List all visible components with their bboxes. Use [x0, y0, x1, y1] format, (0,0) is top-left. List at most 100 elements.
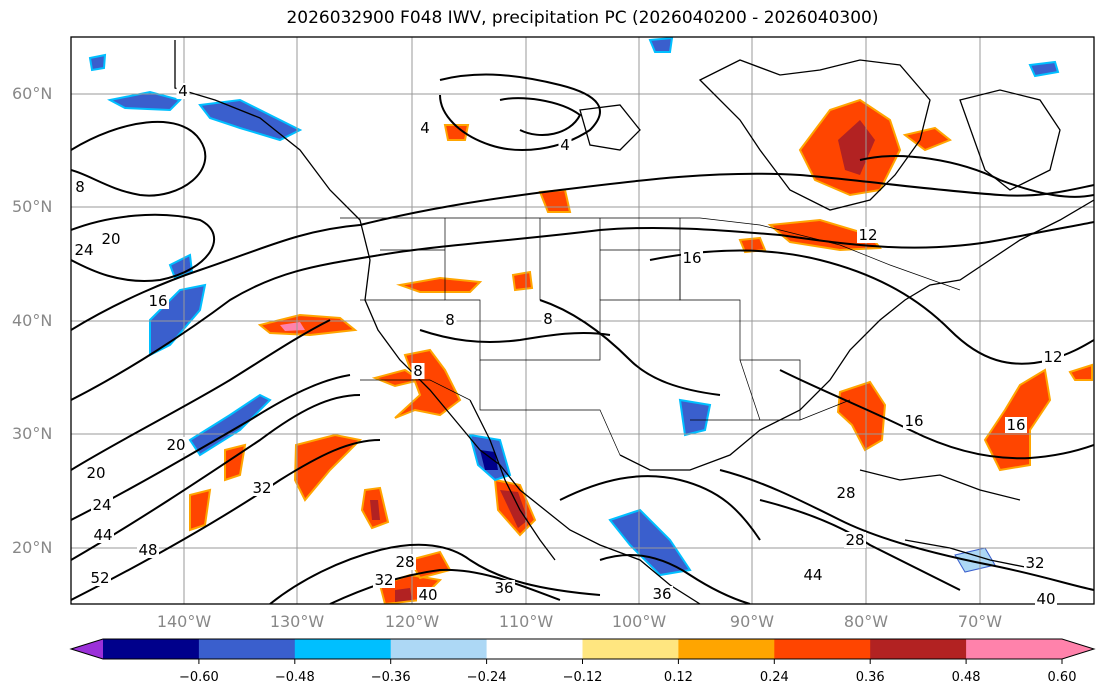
contour-label: 36: [652, 585, 671, 603]
colorbar-segment: [582, 639, 679, 659]
colorbar-segment: [103, 639, 200, 659]
contour-label-bg: [1005, 417, 1027, 433]
contour-label-bg: [558, 137, 572, 153]
contour-label: 16: [682, 249, 701, 267]
lat-label: 30°N: [12, 424, 52, 443]
colorbar-segment: [486, 639, 583, 659]
contour-label: 32: [374, 571, 393, 589]
contour-label: 44: [803, 566, 822, 584]
contour-label-bg: [85, 465, 107, 481]
contour-label-bg: [844, 532, 866, 548]
colorbar-low-extend: [71, 639, 103, 659]
contour-label: 24: [92, 496, 111, 514]
contour-label: 36: [494, 579, 513, 597]
contour-label-bg: [802, 567, 824, 583]
lon-label: 140°W: [157, 612, 212, 631]
colorbar-segment: [390, 639, 488, 659]
colorbar-tick-label: 0.48: [952, 670, 981, 685]
contour-label-bg: [1042, 349, 1064, 365]
contour-label-bg: [137, 542, 159, 558]
contour-label-bg: [835, 485, 857, 501]
lon-label: 100°W: [612, 612, 667, 631]
contour-label-bg: [373, 572, 395, 588]
political-borders: [340, 217, 961, 456]
contour-label-bg: [89, 570, 111, 586]
colorbar-segment: [774, 639, 871, 659]
contour-label: 4: [178, 82, 188, 100]
contour-label: 8: [75, 178, 85, 196]
colorbar-high-extend: [1062, 639, 1094, 659]
contour-label-bg: [73, 242, 95, 258]
map-frame: [70, 36, 1095, 605]
contour-label: 16: [148, 292, 167, 310]
colorbar-tick-label: −0.12: [563, 670, 603, 685]
colorbar-segment: [678, 639, 775, 659]
contour-label: 28: [395, 553, 414, 571]
contour-label-bg: [394, 554, 416, 570]
contour-label: 20: [166, 436, 185, 454]
contour-label-bg: [857, 227, 879, 243]
contour-label: 4: [420, 119, 430, 137]
lon-label: 70°W: [958, 612, 1002, 631]
contour-label: 8: [543, 310, 553, 328]
contour-label: 52: [90, 569, 109, 587]
contour-label-bg: [443, 312, 457, 328]
lat-label: 60°N: [12, 84, 52, 103]
contour-label: 32: [1025, 554, 1044, 572]
contour-label-bg: [176, 83, 190, 99]
colorbar-tick-label: −0.48: [275, 670, 315, 685]
contour-label-bg: [493, 580, 515, 596]
contour-label-bg: [541, 311, 555, 327]
contour-label: 40: [418, 586, 437, 604]
longitude-labels: 140°W 130°W 120°W 110°W 100°W 90°W 80°W …: [157, 612, 1002, 631]
contour-label: 12: [1043, 348, 1062, 366]
lat-label: 40°N: [12, 311, 52, 330]
contour-label-bg: [92, 527, 114, 543]
colorbar-tick-label: −0.24: [467, 670, 507, 685]
contour-label: 16: [1006, 416, 1025, 434]
contour-label-bg: [100, 231, 122, 247]
lon-label: 130°W: [270, 612, 325, 631]
contour-label: 24: [74, 241, 93, 259]
lon-label: 80°W: [844, 612, 888, 631]
contour-label: 16: [904, 412, 923, 430]
colorbar-segment: [870, 639, 967, 659]
map-title: 2026032900 F048 IWV, precipitation PC (2…: [286, 8, 879, 28]
contour-label: 8: [445, 311, 455, 329]
contour-label: 48: [138, 541, 157, 559]
contour-label: 28: [845, 531, 864, 549]
contour-label: 44: [93, 526, 112, 544]
contour-label-bg: [1024, 555, 1046, 571]
colorbar-segment: [294, 639, 392, 659]
iwv-contours: [71, 73, 1094, 604]
contour-label-bg: [147, 293, 169, 309]
contour-label: 20: [86, 464, 105, 482]
contour-label-bg: [165, 437, 187, 453]
contour-label-bg: [251, 480, 273, 496]
contour-label-bg: [681, 250, 703, 266]
contour-label: 40: [1036, 590, 1055, 608]
lon-label: 120°W: [385, 612, 440, 631]
lat-label: 50°N: [12, 197, 52, 216]
colorbar-segment: [198, 639, 296, 659]
colorbar-segment: [966, 639, 1063, 659]
lon-label: 90°W: [730, 612, 774, 631]
contour-label: 28: [836, 484, 855, 502]
colorbar-tick-label: 0.12: [664, 670, 693, 685]
contour-label: 12: [858, 226, 877, 244]
lon-label: 110°W: [499, 612, 554, 631]
colorbar-tick-label: −0.36: [371, 670, 411, 685]
contour-label-bg: [903, 413, 925, 429]
contour-label: 8: [413, 362, 423, 380]
contour-label-bg: [1035, 591, 1057, 607]
lat-label: 20°N: [12, 538, 52, 557]
contour-label: 20: [101, 230, 120, 248]
colorbar-tick-label: 0.24: [760, 670, 789, 685]
colorbar-outline: [69, 638, 1096, 660]
contour-label: 32: [252, 479, 271, 497]
contour-label-bg: [73, 179, 87, 195]
contour-label-bg: [651, 586, 673, 602]
